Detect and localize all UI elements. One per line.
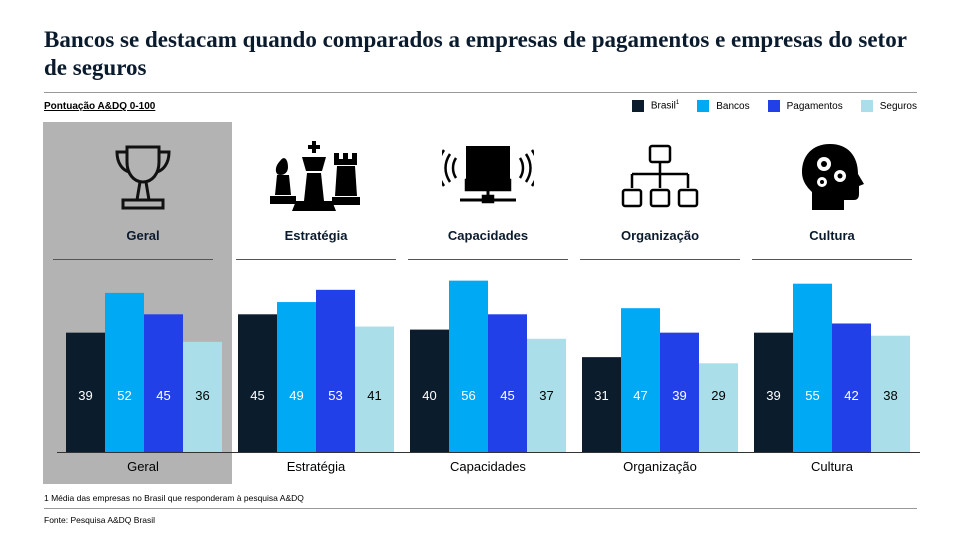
data-label: 49 (289, 388, 303, 403)
bar (660, 332, 699, 452)
data-label: 56 (461, 388, 475, 403)
data-label: 39 (78, 388, 92, 403)
data-label: 52 (117, 388, 131, 403)
bar (410, 329, 449, 452)
legend: Brasil1 Bancos Pagamentos Seguros (631, 100, 917, 112)
divider (44, 92, 917, 93)
category-header-geral: Geral (57, 122, 229, 243)
bar (832, 323, 871, 452)
bar (793, 283, 832, 452)
divider (44, 508, 917, 509)
data-label: 45 (250, 388, 264, 403)
bar (449, 280, 488, 452)
bar (144, 314, 183, 452)
chart-subtitle: Pontuação A&DQ 0-100 (44, 101, 156, 112)
bar (238, 314, 277, 452)
trophy-icon (57, 122, 229, 222)
category-header-capacidades: Capacidades (402, 122, 574, 243)
page-title: Bancos se destacam quando comparados a e… (44, 27, 907, 80)
bar (488, 314, 527, 452)
legend-swatch (631, 100, 644, 112)
data-label: 29 (711, 388, 725, 403)
divider (580, 259, 740, 260)
bar (871, 335, 910, 452)
chess-pieces-icon (230, 122, 402, 222)
legend-item-seguros: Seguros (860, 100, 917, 112)
data-label: 36 (195, 388, 209, 403)
footnote: 1 Média das empresas no Brasil que respo… (44, 493, 304, 503)
x-tick-label: Geral (127, 459, 159, 474)
data-label: 37 (539, 388, 553, 403)
bar (754, 332, 793, 452)
legend-item-bancos: Bancos (697, 100, 750, 112)
legend-item-brasil: Brasil1 (631, 100, 679, 112)
data-label: 41 (367, 388, 381, 403)
data-label: 55 (805, 388, 819, 403)
bar (527, 338, 566, 452)
legend-swatch (767, 100, 780, 112)
divider (53, 259, 213, 260)
bar (582, 357, 621, 452)
category-header-cultura: Cultura (746, 122, 918, 243)
data-label: 39 (672, 388, 686, 403)
category-header-estrategia: Estratégia (230, 122, 402, 243)
source-note: Fonte: Pesquisa A&DQ Brasil (44, 515, 156, 525)
bar (316, 289, 355, 452)
x-tick-label: Estratégia (286, 459, 346, 474)
data-label: 39 (766, 388, 780, 403)
divider (236, 259, 396, 260)
bar (699, 363, 738, 452)
bar (355, 326, 394, 452)
data-label: 45 (156, 388, 170, 403)
head-gears-icon (746, 122, 918, 222)
data-label: 42 (844, 388, 858, 403)
data-label: 53 (328, 388, 342, 403)
data-label: 45 (500, 388, 514, 403)
data-label: 31 (594, 388, 608, 403)
x-tick-label: Capacidades (450, 459, 526, 474)
category-header-organizacao: Organização (574, 122, 746, 243)
org-chart-icon (574, 122, 746, 222)
bar (183, 341, 222, 452)
computer-signal-icon (402, 122, 574, 222)
divider (752, 259, 912, 260)
x-tick-label: Organização (623, 459, 697, 474)
bar (66, 332, 105, 452)
data-label: 47 (633, 388, 647, 403)
divider (408, 259, 568, 260)
x-tick-label: Cultura (811, 459, 853, 474)
legend-item-pagamentos: Pagamentos (767, 100, 843, 112)
legend-swatch (697, 100, 710, 112)
legend-swatch (860, 100, 873, 112)
bar (277, 302, 316, 452)
data-label: 40 (422, 388, 436, 403)
bar (105, 292, 144, 452)
data-label: 38 (883, 388, 897, 403)
bar (621, 308, 660, 452)
